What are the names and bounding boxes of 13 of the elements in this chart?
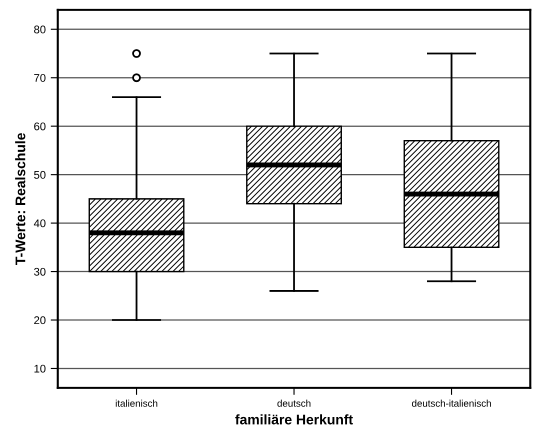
y-tick-label: 60 [34,122,46,130]
x-axis-title: familiäre Herkunft [235,414,353,424]
y-axis-title: T-Werte: Realschule [15,133,26,265]
y-tick-label: 40 [34,219,46,228]
y-tick-label: 10 [34,364,46,373]
x-tick-label: deutsch-italienisch [412,400,491,407]
x-tick-label: deutsch [277,400,310,407]
y-tick-label: 50 [34,170,46,179]
x-tick-label: italienisch [116,400,158,407]
y-tick-label: 70 [34,74,46,82]
y-tick-label: 20 [34,316,46,324]
y-tick-label: 30 [34,268,46,276]
y-tick-label: 80 [34,26,46,34]
